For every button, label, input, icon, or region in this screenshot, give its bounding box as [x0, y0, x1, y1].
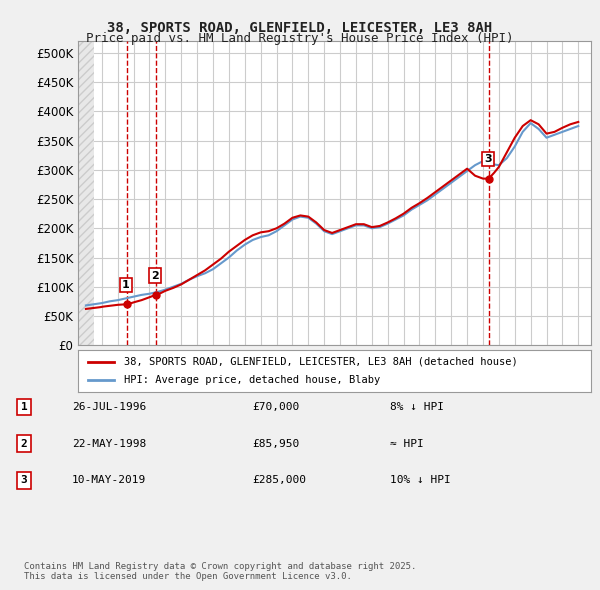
Text: £85,950: £85,950 [252, 439, 299, 448]
Text: 38, SPORTS ROAD, GLENFIELD, LEICESTER, LE3 8AH (detached house): 38, SPORTS ROAD, GLENFIELD, LEICESTER, L… [124, 357, 518, 367]
Text: £285,000: £285,000 [252, 476, 306, 485]
Text: ≈ HPI: ≈ HPI [390, 439, 424, 448]
Text: 1: 1 [20, 402, 28, 412]
Text: 3: 3 [484, 154, 491, 164]
Text: 38, SPORTS ROAD, GLENFIELD, LEICESTER, LE3 8AH: 38, SPORTS ROAD, GLENFIELD, LEICESTER, L… [107, 21, 493, 35]
Text: 2: 2 [151, 271, 158, 281]
Text: 3: 3 [20, 476, 28, 485]
Text: 1: 1 [122, 280, 130, 290]
Text: 10-MAY-2019: 10-MAY-2019 [72, 476, 146, 485]
Text: Contains HM Land Registry data © Crown copyright and database right 2025.
This d: Contains HM Land Registry data © Crown c… [24, 562, 416, 581]
Text: 26-JUL-1996: 26-JUL-1996 [72, 402, 146, 412]
Text: 10% ↓ HPI: 10% ↓ HPI [390, 476, 451, 485]
Text: Price paid vs. HM Land Registry's House Price Index (HPI): Price paid vs. HM Land Registry's House … [86, 32, 514, 45]
Text: 8% ↓ HPI: 8% ↓ HPI [390, 402, 444, 412]
Text: HPI: Average price, detached house, Blaby: HPI: Average price, detached house, Blab… [124, 375, 380, 385]
Text: £70,000: £70,000 [252, 402, 299, 412]
Text: 2: 2 [20, 439, 28, 448]
Text: 22-MAY-1998: 22-MAY-1998 [72, 439, 146, 448]
